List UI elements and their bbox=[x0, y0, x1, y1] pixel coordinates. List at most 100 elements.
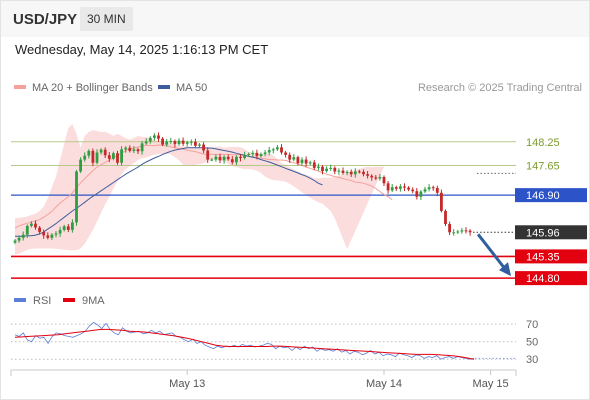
rsi-tick-label: 30 bbox=[526, 354, 538, 366]
legend-swatch-ma20 bbox=[14, 85, 26, 89]
candle-body bbox=[161, 138, 164, 145]
candle-body bbox=[226, 156, 230, 160]
support-label: 145.35 bbox=[526, 251, 560, 263]
candle-body bbox=[157, 135, 160, 139]
x-tick-label: May 15 bbox=[473, 378, 509, 390]
candle-body bbox=[341, 170, 345, 174]
candle-body bbox=[66, 226, 70, 230]
candle-body bbox=[337, 170, 341, 172]
candle-body bbox=[431, 187, 435, 189]
candle-body bbox=[189, 141, 193, 143]
candle-body bbox=[362, 171, 365, 175]
candle-body bbox=[136, 149, 140, 152]
candle-body bbox=[247, 154, 251, 156]
candle-body bbox=[321, 166, 324, 172]
candle-body bbox=[202, 144, 205, 151]
support-badge bbox=[515, 249, 587, 264]
rsi-ma-line bbox=[14, 328, 475, 360]
candle-body bbox=[267, 150, 271, 153]
candle-body bbox=[58, 229, 62, 234]
legend-label-ma20: MA 20 + Bollinger Bands bbox=[32, 82, 153, 94]
candle-body bbox=[50, 234, 54, 238]
candle-body bbox=[230, 159, 234, 163]
candle-body bbox=[411, 189, 415, 192]
candle-body bbox=[235, 156, 238, 163]
candle-body bbox=[349, 171, 353, 175]
candle-body bbox=[358, 171, 361, 173]
legend-label-ma50: MA 50 bbox=[176, 82, 207, 94]
current-price-badge bbox=[515, 225, 587, 240]
candle-body bbox=[177, 140, 181, 145]
candle-body bbox=[132, 149, 136, 151]
candle-body bbox=[366, 174, 369, 176]
candle-body bbox=[423, 189, 427, 192]
rsi-tick-label: 50 bbox=[526, 337, 538, 349]
legend-swatch-rsi-ma bbox=[63, 298, 75, 302]
candle-body bbox=[304, 159, 308, 164]
candle-body bbox=[444, 210, 447, 224]
candle-body bbox=[222, 156, 226, 161]
candle-body bbox=[25, 225, 29, 235]
candle-body bbox=[386, 183, 390, 191]
candle-body bbox=[218, 156, 222, 161]
candle-body bbox=[255, 152, 259, 157]
candle-body bbox=[124, 147, 128, 150]
candle-body bbox=[185, 142, 189, 144]
ma50-line bbox=[15, 147, 323, 237]
candle-body bbox=[107, 155, 111, 159]
candle-body bbox=[181, 140, 185, 144]
timeframe-selector[interactable]: 30 MIN bbox=[80, 7, 133, 31]
candle-body bbox=[325, 168, 328, 172]
candle-body bbox=[308, 162, 312, 164]
candle-body bbox=[116, 153, 119, 163]
candle-body bbox=[407, 187, 410, 190]
candle-body bbox=[382, 176, 386, 184]
candle-body bbox=[214, 156, 218, 160]
candle-body bbox=[468, 230, 472, 233]
candle-body bbox=[120, 149, 123, 163]
candle-body bbox=[62, 226, 66, 230]
candle-body bbox=[390, 187, 394, 191]
candle-body bbox=[169, 141, 173, 143]
candle-body bbox=[284, 152, 287, 155]
x-tick-label: May 13 bbox=[169, 378, 205, 390]
legend-label-rsi-ma: 9MA bbox=[82, 295, 105, 307]
support-label: 144.80 bbox=[526, 273, 560, 285]
candle-body bbox=[128, 147, 132, 151]
candle-body bbox=[415, 191, 419, 197]
rsi-tick-label: 70 bbox=[526, 319, 538, 331]
candle-body bbox=[198, 144, 201, 146]
legend-label-rsi: RSI bbox=[33, 295, 51, 307]
candle-body bbox=[271, 149, 275, 151]
candle-body bbox=[435, 188, 439, 193]
candle-body bbox=[210, 159, 214, 161]
candle-body bbox=[263, 152, 267, 155]
candle-body bbox=[79, 159, 82, 172]
candle-body bbox=[112, 153, 115, 159]
candle-body bbox=[317, 166, 320, 168]
instrument-label: USD/JPY bbox=[13, 11, 78, 28]
forecast-arrow-head bbox=[499, 262, 511, 277]
candle-body bbox=[165, 141, 169, 145]
candle-body bbox=[370, 175, 374, 178]
candle-body bbox=[140, 143, 144, 152]
candle-body bbox=[13, 240, 17, 243]
candle-body bbox=[75, 171, 78, 223]
support-badge bbox=[515, 271, 587, 286]
candle-body bbox=[83, 155, 87, 160]
candle-body bbox=[34, 223, 37, 228]
candle-body bbox=[374, 177, 378, 179]
candle-body bbox=[300, 159, 304, 164]
candle-body bbox=[259, 154, 263, 157]
credit-label: Research © 2025 Trading Central bbox=[418, 82, 582, 94]
timestamp-label: Wednesday, May 14, 2025 1:16:13 PM CET bbox=[15, 42, 269, 57]
candle-body bbox=[21, 234, 25, 238]
candle-body bbox=[91, 150, 95, 163]
current-price-label: 145.96 bbox=[526, 227, 560, 239]
header-bar: USD/JPY 30 MIN bbox=[1, 1, 589, 37]
candle-body bbox=[103, 149, 107, 156]
candle-body bbox=[206, 150, 210, 160]
candle-body bbox=[394, 187, 398, 189]
candle-body bbox=[312, 162, 316, 168]
legend-swatch-rsi bbox=[14, 298, 26, 302]
